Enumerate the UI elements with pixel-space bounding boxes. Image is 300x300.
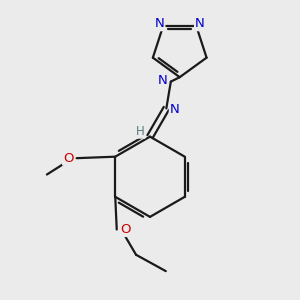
Text: N: N <box>195 17 205 30</box>
Text: O: O <box>63 152 74 165</box>
Text: N: N <box>155 17 164 30</box>
Text: O: O <box>120 223 130 236</box>
Text: N: N <box>170 103 179 116</box>
Text: H: H <box>136 125 145 138</box>
Text: N: N <box>158 74 167 87</box>
